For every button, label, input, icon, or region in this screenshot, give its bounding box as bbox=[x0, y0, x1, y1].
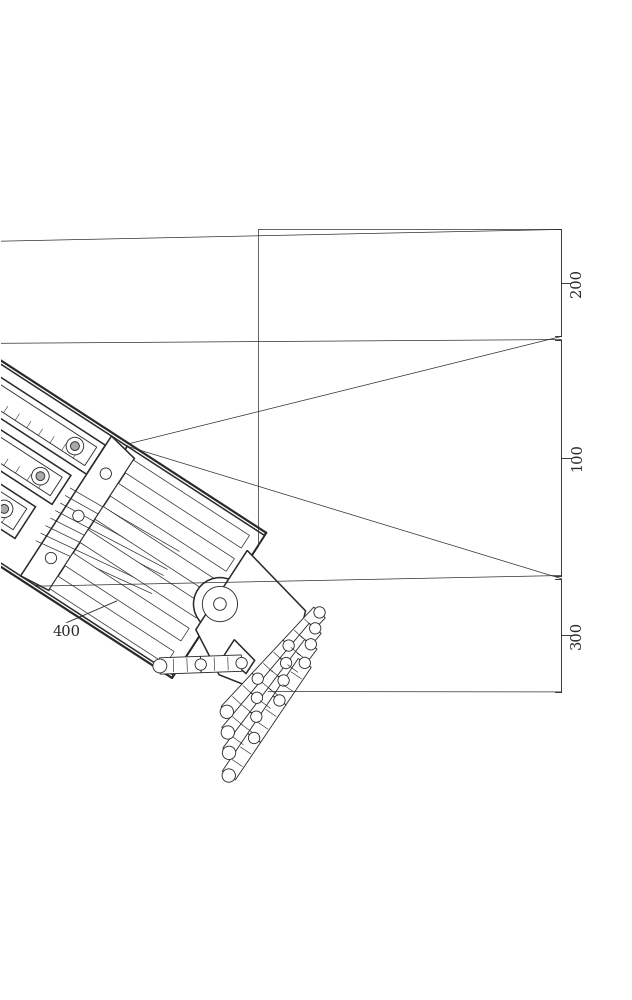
Text: 200: 200 bbox=[570, 269, 584, 297]
Polygon shape bbox=[50, 576, 174, 664]
Polygon shape bbox=[110, 483, 234, 571]
Circle shape bbox=[222, 746, 236, 760]
Circle shape bbox=[251, 711, 262, 722]
Polygon shape bbox=[277, 640, 317, 685]
Circle shape bbox=[0, 504, 9, 513]
Polygon shape bbox=[283, 607, 325, 651]
Circle shape bbox=[46, 552, 57, 564]
Polygon shape bbox=[0, 363, 106, 474]
Circle shape bbox=[236, 657, 247, 669]
Circle shape bbox=[0, 500, 13, 518]
Polygon shape bbox=[200, 655, 242, 673]
Polygon shape bbox=[248, 696, 286, 742]
Circle shape bbox=[248, 732, 260, 744]
Circle shape bbox=[281, 657, 292, 669]
Circle shape bbox=[193, 578, 246, 630]
Text: 400: 400 bbox=[52, 625, 81, 639]
Circle shape bbox=[283, 640, 295, 651]
Polygon shape bbox=[37, 446, 265, 675]
Circle shape bbox=[195, 659, 207, 670]
Polygon shape bbox=[222, 693, 263, 738]
Polygon shape bbox=[0, 344, 127, 586]
Polygon shape bbox=[251, 658, 292, 703]
Circle shape bbox=[305, 639, 317, 650]
Circle shape bbox=[32, 467, 49, 485]
Polygon shape bbox=[125, 460, 250, 548]
Polygon shape bbox=[224, 640, 255, 674]
Polygon shape bbox=[0, 372, 97, 466]
Circle shape bbox=[274, 695, 285, 706]
Circle shape bbox=[153, 659, 167, 673]
Circle shape bbox=[220, 705, 233, 719]
Polygon shape bbox=[80, 530, 204, 618]
Polygon shape bbox=[196, 550, 305, 698]
Polygon shape bbox=[221, 673, 264, 717]
Circle shape bbox=[299, 657, 310, 669]
Circle shape bbox=[66, 437, 83, 455]
Text: 300: 300 bbox=[570, 621, 584, 649]
Polygon shape bbox=[159, 656, 201, 674]
Circle shape bbox=[221, 726, 234, 739]
Circle shape bbox=[73, 510, 84, 522]
Circle shape bbox=[214, 598, 226, 610]
Circle shape bbox=[252, 692, 263, 703]
Polygon shape bbox=[273, 658, 312, 705]
Polygon shape bbox=[0, 428, 35, 538]
Polygon shape bbox=[95, 506, 219, 595]
Polygon shape bbox=[250, 676, 290, 721]
Polygon shape bbox=[0, 402, 62, 496]
Circle shape bbox=[202, 586, 238, 622]
Circle shape bbox=[278, 675, 289, 686]
Polygon shape bbox=[222, 734, 260, 780]
Circle shape bbox=[100, 468, 111, 479]
Polygon shape bbox=[280, 623, 321, 668]
Circle shape bbox=[71, 442, 80, 450]
Circle shape bbox=[314, 607, 325, 618]
Circle shape bbox=[252, 673, 264, 684]
Circle shape bbox=[310, 623, 321, 634]
Circle shape bbox=[36, 472, 45, 481]
Polygon shape bbox=[252, 640, 295, 684]
Circle shape bbox=[222, 769, 236, 782]
Text: 100: 100 bbox=[570, 444, 584, 471]
Polygon shape bbox=[0, 437, 27, 530]
Polygon shape bbox=[21, 436, 135, 590]
Polygon shape bbox=[65, 553, 189, 641]
Polygon shape bbox=[0, 393, 71, 504]
Polygon shape bbox=[222, 712, 262, 758]
